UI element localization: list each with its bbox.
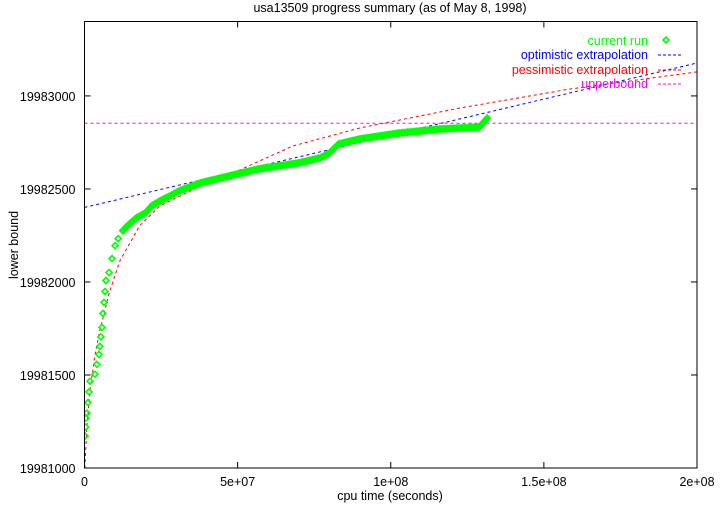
data-point xyxy=(107,254,117,263)
pessimistic-extrapolation-line xyxy=(84,71,697,468)
plot-area xyxy=(84,62,697,468)
current-run-points xyxy=(84,113,492,441)
legend-diamond-icon xyxy=(661,35,671,45)
data-point xyxy=(94,350,104,359)
data-point xyxy=(96,332,106,341)
data-point xyxy=(99,298,109,307)
data-point xyxy=(84,414,91,423)
data-point xyxy=(98,309,108,318)
y-tick-label: 19983000 xyxy=(20,90,76,104)
data-point xyxy=(95,342,104,351)
x-tick-label: 5e+07 xyxy=(220,475,255,489)
axis-ticks: 0 5e+07 1e+08 1.5e+08 2e+08 19981000 19981500 1… xyxy=(20,21,715,489)
data-point xyxy=(92,360,102,369)
data-point xyxy=(97,323,107,332)
legend-label: current run xyxy=(588,34,648,48)
x-tick-label: 1e+08 xyxy=(373,475,408,489)
x-tick-label: 1.5e+08 xyxy=(521,475,567,489)
data-point xyxy=(84,387,94,397)
y-tick-label: 19982500 xyxy=(20,183,76,197)
data-point xyxy=(104,268,114,277)
chart-title: usa13509 progress summary (as of May 8, … xyxy=(253,1,526,15)
y-axis-label: lower bound xyxy=(7,211,21,279)
x-tick-label: 2e+08 xyxy=(679,475,714,489)
legend-label: optimistic extrapolation xyxy=(521,48,648,62)
x-tick-label: 0 xyxy=(81,475,88,489)
data-point xyxy=(90,370,100,379)
data-point xyxy=(84,398,93,407)
data-point xyxy=(114,234,123,243)
data-point xyxy=(483,113,492,123)
legend-label: upperbound xyxy=(581,77,648,91)
y-tick-label: 19981500 xyxy=(20,369,76,383)
data-point xyxy=(84,431,90,441)
x-axis-label: cpu time (seconds) xyxy=(337,489,443,503)
legend-label: pessimistic extrapolation xyxy=(512,63,648,77)
data-point xyxy=(101,276,111,285)
data-point xyxy=(110,241,120,250)
data-point xyxy=(85,377,95,386)
data-point xyxy=(84,422,90,432)
data-point xyxy=(100,287,110,296)
y-tick-label: 19981000 xyxy=(20,462,76,476)
y-tick-label: 19982000 xyxy=(20,276,76,290)
